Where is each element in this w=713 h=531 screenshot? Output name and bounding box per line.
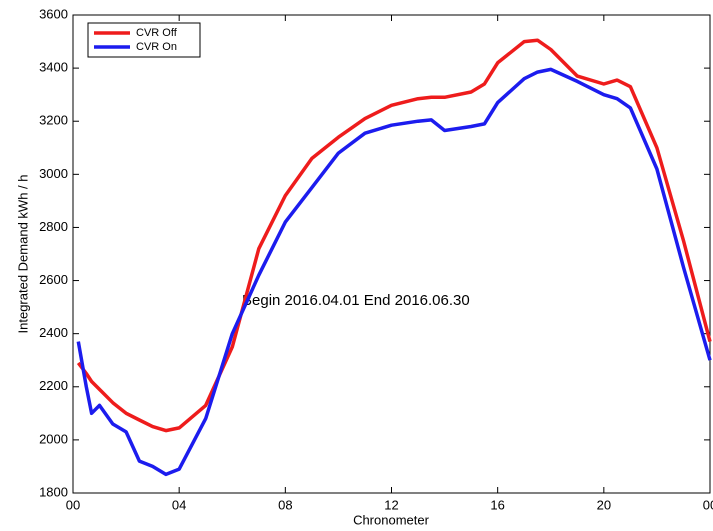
y-tick-label: 2000	[39, 431, 68, 446]
x-tick-label: 20	[597, 497, 611, 512]
x-tick-label: 00	[66, 497, 80, 512]
y-tick-label: 3200	[39, 113, 68, 128]
y-tick-label: 3600	[39, 6, 68, 21]
y-tick-label: 2800	[39, 219, 68, 234]
y-tick-label: 1800	[39, 484, 68, 499]
x-tick-label: 16	[490, 497, 504, 512]
series-line	[76, 67, 712, 477]
legend-label: CVR On	[136, 41, 177, 53]
series-line	[76, 38, 712, 433]
x-axis-label: Chronometer	[353, 512, 430, 527]
legend-box	[87, 22, 201, 58]
plot-frame	[72, 14, 711, 494]
y-tick-label: 2200	[39, 378, 68, 393]
y-axis-label: Integrated Demand kWh / h	[15, 175, 30, 334]
x-tick-label: 12	[384, 497, 398, 512]
y-tick-label: 3400	[39, 60, 68, 75]
legend-label: CVR Off	[136, 27, 178, 39]
y-tick-label: 3000	[39, 166, 68, 181]
annotation: Begin 2016.04.01 End 2016.06.30	[242, 292, 470, 309]
x-tick-label: 08	[278, 497, 292, 512]
x-tick-label: 04	[172, 497, 186, 512]
x-tick-label: 00	[703, 497, 713, 512]
y-tick-label: 2600	[39, 272, 68, 287]
y-tick-label: 2400	[39, 325, 68, 340]
